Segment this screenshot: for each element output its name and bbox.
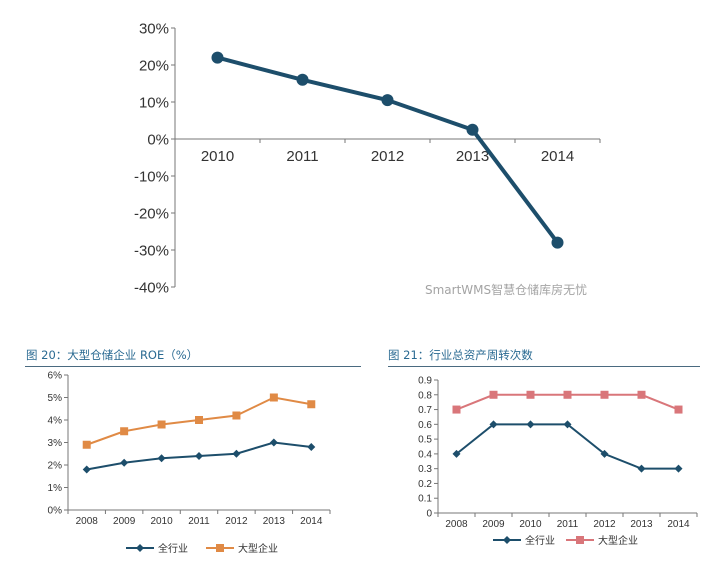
roe-point <box>82 465 91 474</box>
growth-x-tick-label: 2012 <box>371 148 404 165</box>
turnover-point <box>489 420 498 429</box>
roe-point <box>269 393 278 402</box>
roe-point <box>82 440 91 449</box>
turnover-point <box>526 420 535 429</box>
growth-y-tick-label: 0% <box>147 131 169 148</box>
turnover-y-tick-label: 0.1 <box>418 494 432 505</box>
chart-turnover-title: 图 21：行业总资产周转次数 <box>388 348 533 362</box>
turnover-y-tick-label: 0.2 <box>418 479 432 490</box>
turnover-point <box>563 420 572 429</box>
growth-x-tick-label: 2011 <box>286 148 318 165</box>
roe-point <box>195 416 203 424</box>
turnover-legend-label: 大型企业 <box>598 534 638 547</box>
roe-y-tick-label: 3% <box>48 438 63 449</box>
turnover-x-tick-label: 2011 <box>557 519 579 530</box>
turnover-legend-marker <box>503 536 511 544</box>
turnover-point <box>637 390 646 399</box>
growth-point <box>296 73 309 86</box>
turnover-x-tick-label: 2009 <box>482 519 505 530</box>
growth-x-tick-label: 2010 <box>201 148 234 165</box>
turnover-x-tick-label: 2012 <box>593 519 616 530</box>
turnover-legend-label: 全行业 <box>525 534 555 547</box>
growth-y-tick-label: 20% <box>139 57 169 74</box>
growth-y-tick-label: -30% <box>134 242 169 259</box>
roe-point <box>269 438 278 447</box>
growth-point <box>381 94 394 107</box>
roe-point <box>232 449 241 458</box>
roe-y-tick-label: 2% <box>48 461 63 472</box>
roe-y-tick-label: 5% <box>48 393 63 404</box>
growth-x-tick-label: 2013 <box>456 148 489 165</box>
turnover-y-tick-label: 0.3 <box>418 464 432 475</box>
growth-x-tick-label: 2014 <box>541 148 574 165</box>
roe-x-tick-label: 2009 <box>113 516 136 527</box>
turnover-y-tick-label: 0.6 <box>418 420 432 431</box>
roe-y-tick-label: 1% <box>48 483 63 494</box>
roe-legend-marker <box>136 544 144 552</box>
turnover-point <box>452 449 461 458</box>
turnover-legend-marker <box>576 536 584 544</box>
turnover-y-tick-label: 0 <box>426 509 432 520</box>
turnover-x-tick-label: 2010 <box>519 519 542 530</box>
chart-turnover-title-rule <box>388 366 700 367</box>
roe-x-tick-label: 2013 <box>263 516 286 527</box>
roe-x-tick-label: 2011 <box>188 516 210 527</box>
growth-point <box>466 123 479 136</box>
roe-x-tick-label: 2010 <box>150 516 173 527</box>
turnover-x-tick-label: 2008 <box>445 519 468 530</box>
roe-x-tick-label: 2014 <box>300 516 323 527</box>
growth-y-tick-label: -10% <box>134 168 169 185</box>
roe-legend-label: 全行业 <box>158 542 188 555</box>
turnover-y-tick-label: 0.8 <box>418 390 432 401</box>
roe-x-tick-label: 2012 <box>225 516 248 527</box>
turnover-point <box>563 390 572 399</box>
roe-legend-marker <box>216 544 224 552</box>
roe-point <box>157 454 166 463</box>
roe-y-tick-label: 6% <box>48 371 63 382</box>
turnover-y-tick-label: 0.4 <box>418 449 432 460</box>
growth-y-tick-label: -40% <box>134 279 169 296</box>
roe-point <box>307 400 316 409</box>
turnover-point <box>637 464 646 473</box>
roe-x-tick-label: 2008 <box>76 516 99 527</box>
roe-point <box>120 458 129 467</box>
roe-y-tick-label: 0% <box>48 506 63 517</box>
growth-y-tick-label: -20% <box>134 205 169 222</box>
turnover-point <box>674 405 683 414</box>
roe-point <box>157 420 166 429</box>
turnover-y-tick-label: 0.5 <box>418 435 432 446</box>
turnover-x-tick-label: 2013 <box>630 519 653 530</box>
roe-point <box>120 427 129 436</box>
growth-y-tick-label: 30% <box>139 20 169 37</box>
roe-point <box>195 452 203 460</box>
growth-y-tick-label: 10% <box>139 94 169 111</box>
turnover-y-tick-label: 0.7 <box>418 405 432 416</box>
roe-y-tick-label: 4% <box>48 416 63 427</box>
turnover-y-tick-label: 0.9 <box>418 376 432 387</box>
roe-legend-label: 大型企业 <box>238 542 278 555</box>
roe-point <box>307 443 316 451</box>
turnover-point <box>600 390 609 399</box>
growth-point <box>551 236 564 249</box>
turnover-point <box>489 390 498 399</box>
turnover-point <box>452 405 461 414</box>
turnover-series-line <box>455 423 679 470</box>
turnover-point <box>674 464 683 473</box>
growth-point <box>211 51 224 64</box>
chart-roe-title: 图 20：大型仓储企业 ROE（%） <box>26 348 199 362</box>
turnover-x-tick-label: 2014 <box>667 519 690 530</box>
turnover-point <box>526 390 535 399</box>
roe-point <box>232 411 241 420</box>
turnover-point <box>600 449 609 458</box>
watermark: SmartWMS智慧仓储库房无忧 <box>425 283 588 297</box>
chart-roe-title-rule <box>25 366 361 367</box>
